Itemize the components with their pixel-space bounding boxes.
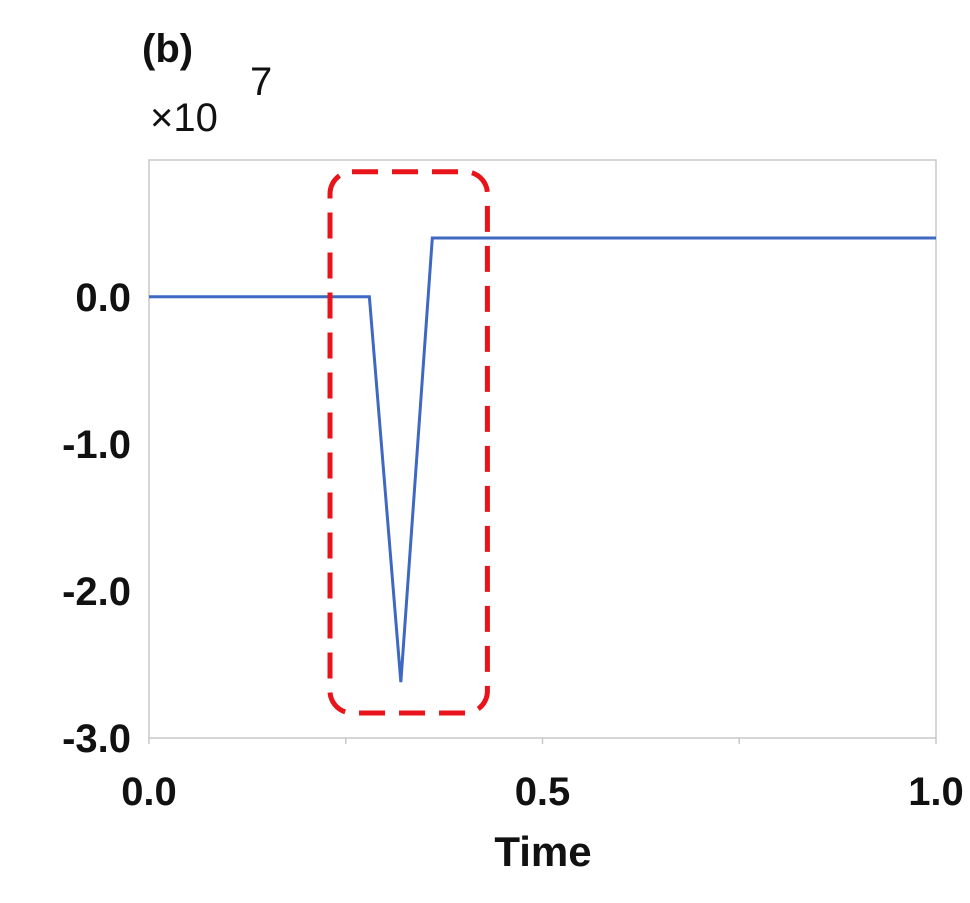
x-tick-label: 1.0: [908, 770, 964, 814]
y-axis-tick-labels: 0.0 -1.0 -2.0 -3.0: [62, 276, 131, 761]
x-tick-label: 0.5: [515, 770, 571, 814]
annotation-layer: [327, 169, 490, 716]
multiplier-base: 10: [173, 96, 218, 140]
multiplier-exponent: 7: [250, 60, 272, 104]
y-tick-label: 0.0: [75, 276, 131, 320]
plot-frame: [148, 159, 937, 739]
multiplier-times: ×: [150, 96, 173, 140]
x-axis-tick-labels: 0.0 0.5 1.0: [121, 770, 964, 814]
x-axis-ticks: [148, 738, 937, 744]
x-axis-label: Time: [494, 828, 591, 875]
highlight-box: [327, 169, 490, 716]
y-tick-label: -3.0: [62, 717, 131, 761]
series-layer: [149, 236, 936, 683]
multiplier-label: ×10 7: [150, 60, 272, 140]
panel-label: (b): [142, 27, 193, 71]
series-line: [149, 236, 936, 683]
y-tick-label: -1.0: [62, 423, 131, 467]
multiplier-times-base: ×10: [150, 96, 218, 140]
x-tick-label: 0.0: [121, 770, 177, 814]
y-tick-label: -2.0: [62, 570, 131, 614]
